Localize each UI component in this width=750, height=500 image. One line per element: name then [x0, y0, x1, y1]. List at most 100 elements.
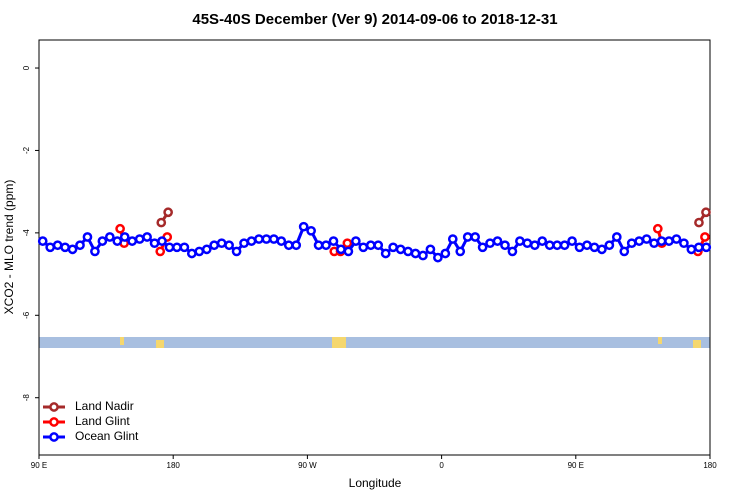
data-point	[60, 242, 70, 253]
legend-marker	[49, 417, 59, 427]
data-point	[522, 238, 533, 249]
y-axis-label: XCO2 - MLO trend (ppm)	[2, 180, 16, 315]
legend-label: Land Glint	[75, 414, 130, 428]
data-point	[142, 232, 152, 242]
data-point	[97, 236, 108, 246]
data-point	[179, 242, 190, 253]
data-point	[155, 246, 166, 257]
data-point	[127, 236, 138, 246]
data-point	[694, 217, 704, 228]
data-point	[75, 240, 85, 251]
data-point	[67, 244, 78, 255]
data-point	[701, 207, 711, 218]
data-point	[52, 240, 63, 251]
x-tick-label: 0	[439, 461, 444, 470]
data-point	[634, 236, 645, 246]
data-point	[700, 232, 710, 242]
data-point	[328, 236, 339, 246]
data-point	[619, 246, 630, 257]
data-point	[582, 240, 592, 251]
data-point	[119, 232, 130, 242]
data-point	[418, 250, 428, 261]
data-point	[664, 236, 674, 246]
data-point	[90, 246, 100, 257]
data-point	[552, 240, 563, 251]
data-point	[529, 240, 540, 251]
data-point	[224, 240, 234, 251]
data-point	[163, 207, 173, 218]
data-point	[104, 232, 115, 242]
data-point	[485, 238, 495, 249]
data-point	[701, 242, 712, 253]
data-point	[291, 240, 302, 251]
data-point	[611, 232, 622, 242]
data-point	[679, 238, 689, 249]
data-point	[164, 242, 175, 253]
data-point	[410, 248, 421, 259]
data-point	[559, 240, 570, 251]
data-point	[652, 223, 663, 234]
data-point	[470, 232, 480, 242]
data-point	[597, 244, 607, 255]
data-point	[246, 236, 257, 246]
data-point	[537, 236, 548, 246]
data-point	[492, 236, 503, 246]
data-point	[462, 232, 473, 242]
data-point	[276, 236, 287, 246]
data-point	[82, 232, 93, 242]
x-tick-label: 90 E	[568, 461, 584, 470]
data-point	[589, 242, 600, 253]
data-point	[433, 252, 443, 263]
data-point	[342, 238, 353, 249]
data-point	[500, 240, 510, 251]
chart-title: 45S-40S December (Ver 9) 2014-09-06 to 2…	[192, 11, 557, 28]
y-tick-label: -8	[22, 394, 31, 402]
y-tick-label: -6	[22, 311, 31, 319]
data-point	[149, 238, 160, 249]
data-point	[574, 242, 585, 253]
data-point	[686, 244, 697, 255]
data-point	[194, 246, 205, 257]
data-point	[671, 234, 682, 244]
data-point	[306, 225, 316, 236]
data-point	[358, 242, 369, 253]
data-point	[656, 236, 667, 246]
y-tick-label: -2	[22, 146, 31, 154]
data-point	[201, 244, 212, 255]
x-tick-label: 90 W	[298, 461, 317, 470]
legend-marker	[49, 402, 59, 412]
data-point	[239, 238, 249, 249]
data-point	[515, 236, 525, 246]
x-axis-label: Longitude	[349, 476, 402, 490]
data-point	[115, 223, 125, 234]
map-strip	[39, 337, 710, 348]
data-point	[567, 236, 577, 246]
data-point	[649, 238, 659, 249]
legend-marker	[49, 432, 59, 442]
data-point	[351, 236, 361, 246]
data-point	[477, 242, 488, 253]
data-point	[380, 248, 391, 259]
data-point	[186, 248, 197, 259]
data-point	[425, 244, 436, 255]
data-point	[447, 234, 458, 244]
data-point	[544, 240, 555, 251]
data-point	[216, 238, 227, 249]
data-point	[313, 240, 324, 251]
data-point	[365, 240, 376, 251]
data-point	[172, 242, 182, 253]
data-point	[261, 234, 272, 244]
x-tick-label: 180	[167, 461, 181, 470]
data-point	[641, 234, 652, 244]
data-point	[45, 242, 56, 253]
data-point	[343, 246, 354, 257]
data-point	[298, 221, 309, 232]
data-point	[254, 234, 264, 244]
data-point	[321, 240, 331, 251]
data-point	[388, 242, 398, 253]
data-point	[336, 244, 346, 255]
data-point	[604, 240, 615, 251]
data-point	[156, 217, 167, 228]
y-tick-label: 0	[22, 65, 31, 70]
